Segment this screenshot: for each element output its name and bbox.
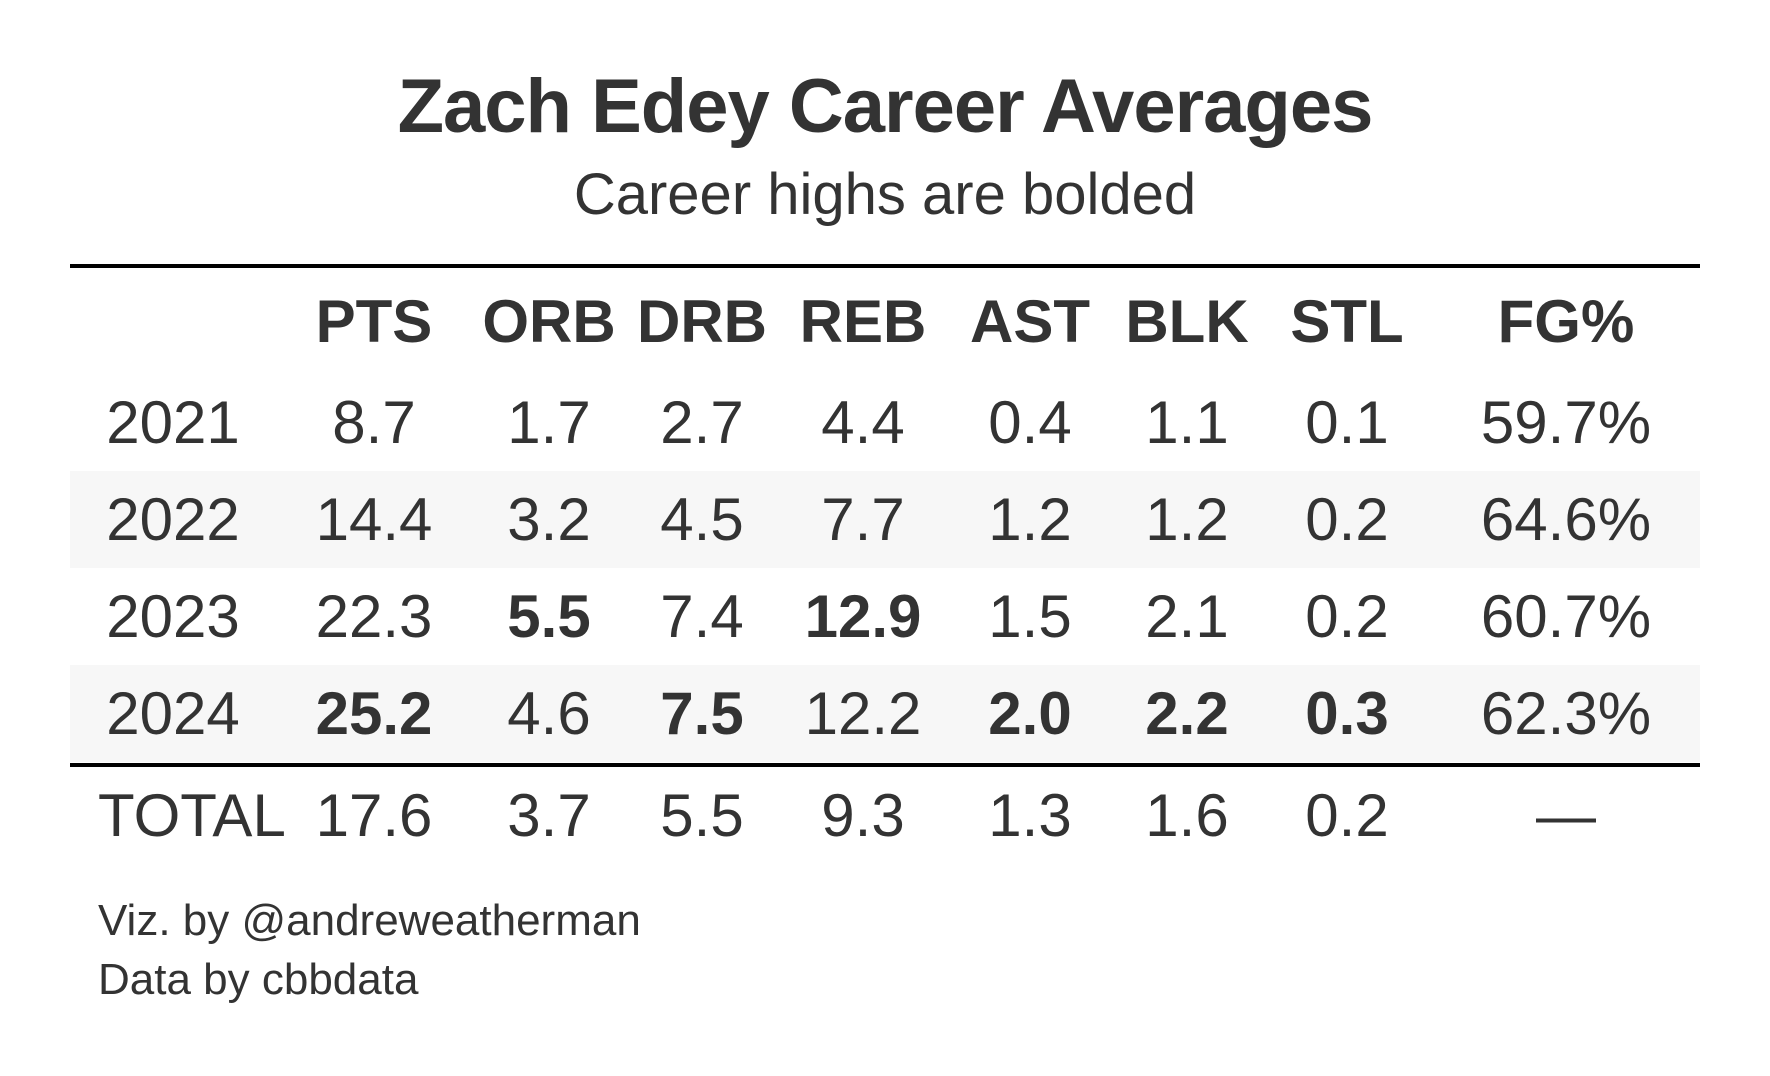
total-cell-fg-pct: —	[1536, 781, 1596, 849]
total-cell-drb: 5.5	[660, 781, 744, 849]
stat-cell-reb: 4.4	[821, 389, 905, 456]
total-cell-ast: 1.3	[988, 781, 1072, 849]
stat-cell-blk: 1.1	[1145, 389, 1229, 456]
table-total-rule	[70, 763, 1700, 767]
column-header-blk: BLK	[1125, 287, 1249, 355]
stat-cell-stl: 0.2	[1262, 471, 1432, 568]
season-rows: 2021 8.7 1.7 2.7 4.4 0.4 1.1 0.1 59.7% 2022 14.4 3.…	[70, 374, 1700, 762]
column-header-stl: STL	[1290, 287, 1404, 355]
stat-cell-pts: 8.7	[332, 389, 416, 456]
stat-cell-fg-pct: 59.7%	[1480, 389, 1652, 456]
stat-cell-pts: 14.4	[276, 471, 472, 568]
stat-cell-drb: 7.4	[660, 583, 744, 650]
stat-cell-reb: 12.2	[778, 665, 948, 762]
total-section: TOTAL 17.6 3.7 5.5 9.3 1.3 1.6 0.2 —	[70, 762, 1700, 864]
stat-cell-orb: 5.5	[507, 583, 591, 650]
season-row: 2022 14.4 3.2 4.5 7.7 1.2 1.2 0.2 64.6%	[70, 471, 1700, 568]
stat-cell-ast: 1.2	[948, 471, 1112, 568]
stat-cell-stl: 0.3	[1262, 665, 1432, 762]
stat-cell-fg-pct: 64.6%	[1432, 471, 1700, 568]
stat-cell-reb: 7.7	[778, 471, 948, 568]
column-header-fg-pct: FG%	[1497, 287, 1635, 355]
stat-cell-drb: 7.5	[626, 665, 778, 762]
chart-title: Zach Edey Career Averages	[397, 64, 1374, 149]
stat-cell-blk: 2.2	[1112, 665, 1262, 762]
total-cell-stl: 0.2	[1305, 781, 1389, 849]
total-cell-pts: 17.6	[315, 781, 433, 849]
total-row: TOTAL 17.6 3.7 5.5 9.3 1.3 1.6 0.2 —	[70, 762, 1700, 864]
caption-credit-data: Data by cbbdata	[98, 955, 419, 1004]
season-row: 2023 22.3 5.5 7.4 12.9 1.5 2.1 0.2 60.7%	[70, 568, 1700, 665]
stat-cell-ast: 2.0	[948, 665, 1112, 762]
total-cell-orb: 3.7	[507, 781, 591, 849]
stat-cell-orb: 1.7	[507, 389, 591, 456]
stats-table: PTS ORB DRB REB AST BLK STL FG% 2021 8.7 1…	[70, 268, 1700, 864]
season-row-label: 2022	[70, 471, 276, 568]
stat-cell-pts: 22.3	[315, 583, 433, 650]
stat-cell-fg-pct: 60.7%	[1480, 583, 1652, 650]
stat-cell-ast: 1.5	[988, 583, 1072, 650]
column-header-label	[70, 268, 276, 374]
stat-cell-reb: 12.9	[804, 583, 922, 650]
season-row-label: 2024	[70, 665, 276, 762]
season-row: 2024 25.2 4.6 7.5 12.2 2.0 2.2 0.3 62.3%	[70, 665, 1700, 762]
column-header-drb: DRB	[637, 287, 767, 355]
stat-cell-stl: 0.2	[1305, 583, 1389, 650]
total-row-label: TOTAL	[98, 781, 286, 849]
column-header-pts: PTS	[315, 287, 433, 355]
stat-cell-drb: 2.7	[660, 389, 744, 456]
total-cell-reb: 9.3	[821, 781, 905, 849]
table-top-rule	[70, 264, 1700, 268]
season-row-label: 2021	[106, 389, 240, 456]
column-header-reb: REB	[799, 287, 927, 355]
season-row-label: 2023	[106, 583, 240, 650]
stat-cell-blk: 1.2	[1112, 471, 1262, 568]
chart-subtitle: Career highs are bolded	[573, 162, 1197, 227]
stat-cell-orb: 3.2	[472, 471, 626, 568]
stat-cell-pts: 25.2	[276, 665, 472, 762]
total-cell-blk: 1.6	[1145, 781, 1229, 849]
stat-cell-fg-pct: 62.3%	[1432, 665, 1700, 762]
column-header-orb: ORB	[482, 287, 616, 355]
stat-cell-ast: 0.4	[988, 389, 1072, 456]
stat-cell-drb: 4.5	[626, 471, 778, 568]
column-header-ast: AST	[970, 287, 1090, 355]
stat-cell-blk: 2.1	[1145, 583, 1229, 650]
stat-cell-stl: 0.1	[1305, 389, 1389, 456]
season-row: 2021 8.7 1.7 2.7 4.4 0.4 1.1 0.1 59.7%	[70, 374, 1700, 471]
caption-credit-viz: Viz. by @andreweatherman	[98, 896, 641, 945]
stat-cell-orb: 4.6	[472, 665, 626, 762]
header-row: PTS ORB DRB REB AST BLK STL FG%	[70, 268, 1700, 374]
